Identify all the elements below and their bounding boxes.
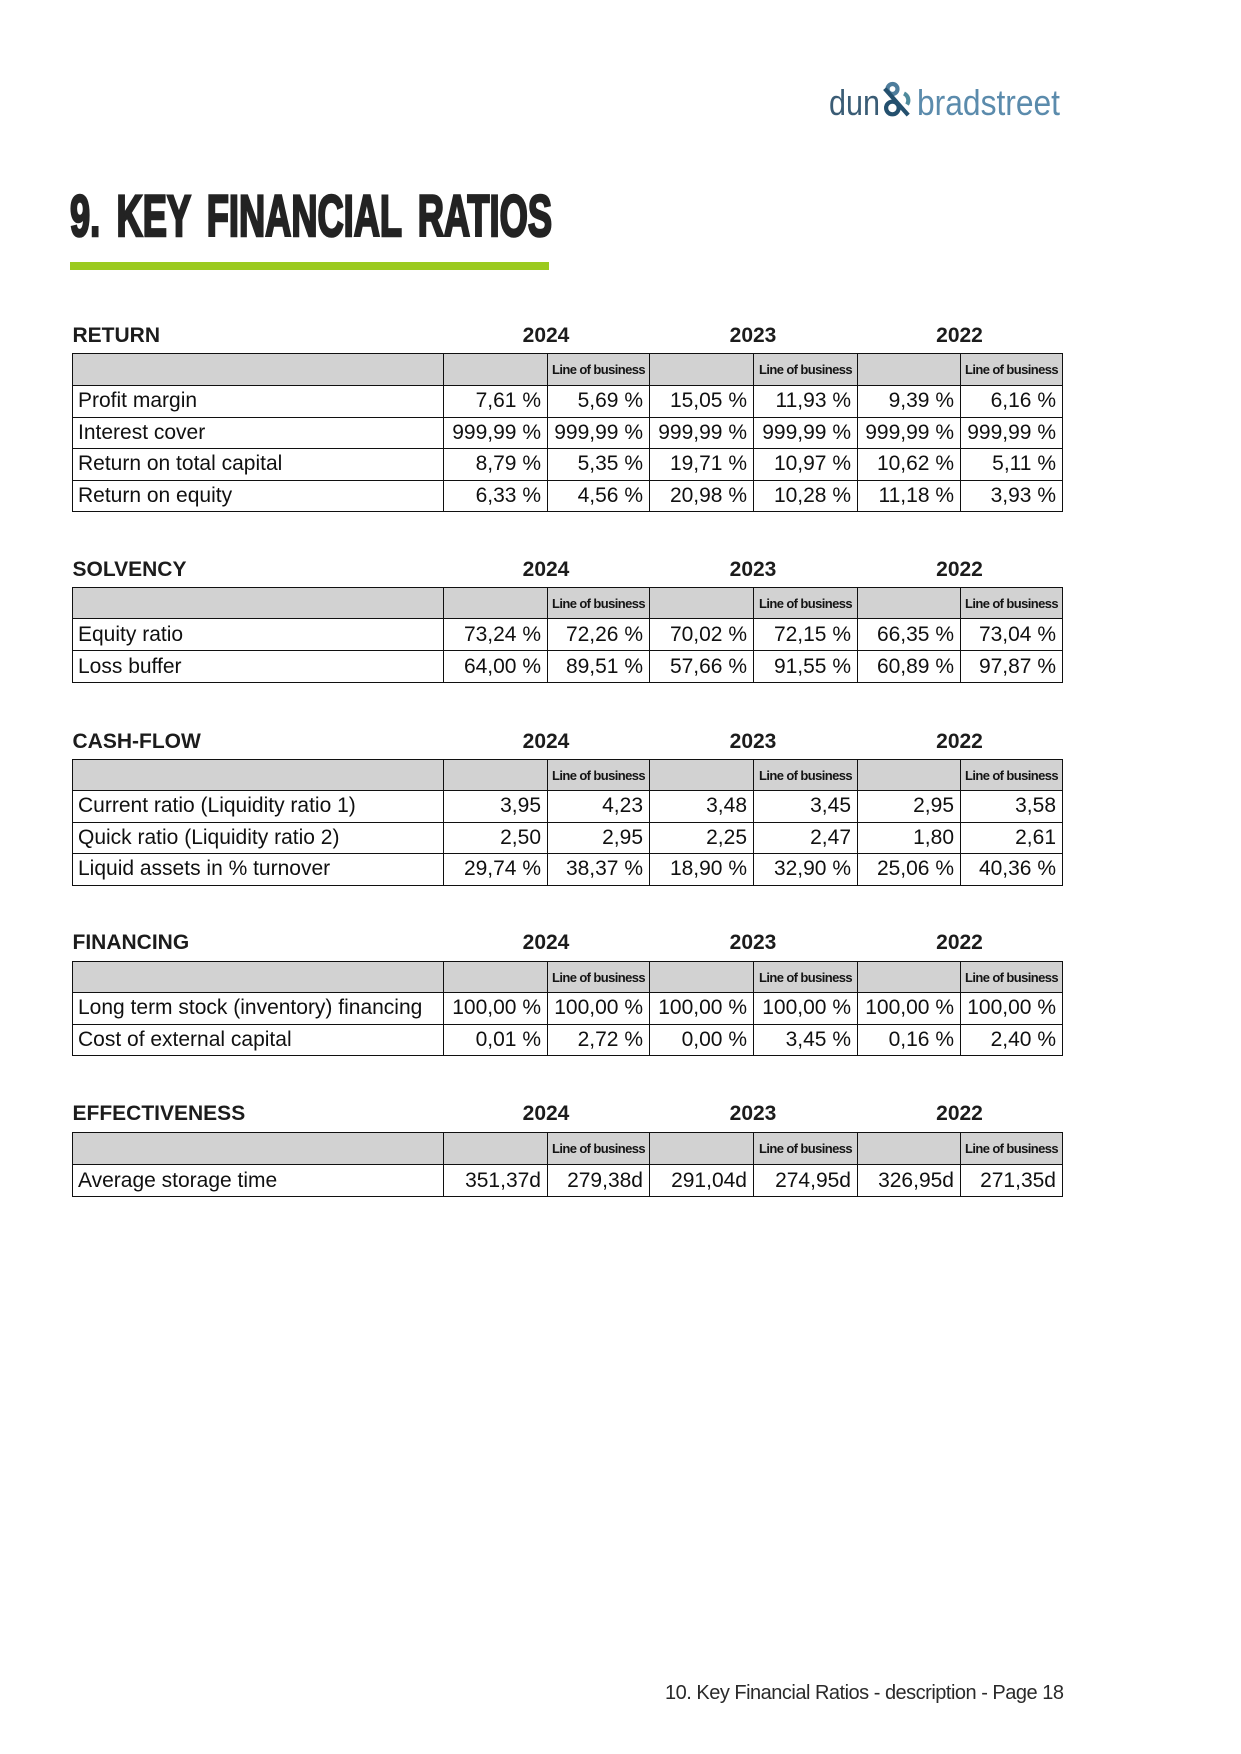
svg-text:dun: dun <box>829 82 880 123</box>
svg-text:bradstreet: bradstreet <box>917 82 1060 123</box>
